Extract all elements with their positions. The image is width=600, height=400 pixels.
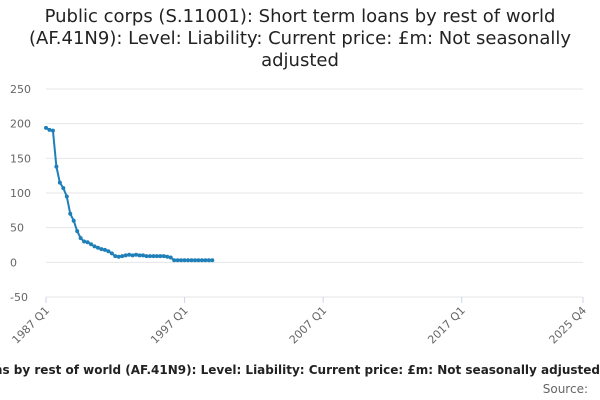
data-point xyxy=(75,229,80,234)
data-point xyxy=(109,251,114,256)
data-point xyxy=(54,164,59,169)
data-point xyxy=(154,254,159,259)
data-point xyxy=(134,252,139,257)
x-tick-label: 2007 Q1 xyxy=(287,304,330,347)
data-point xyxy=(161,254,166,259)
data-point xyxy=(206,258,211,263)
data-point xyxy=(182,258,187,263)
data-point xyxy=(168,255,173,260)
data-point xyxy=(151,254,156,259)
data-point xyxy=(61,186,66,191)
data-point xyxy=(82,239,87,244)
data-point xyxy=(186,258,191,263)
gridlines xyxy=(46,88,583,298)
data-point xyxy=(210,258,215,263)
data-point xyxy=(113,254,118,259)
y-tick-label: 200 xyxy=(10,118,31,131)
data-point xyxy=(64,194,69,199)
data-point xyxy=(144,254,149,259)
series-line xyxy=(45,126,213,262)
data-point xyxy=(165,254,170,259)
data-point xyxy=(189,258,194,263)
y-axis-tick-labels: 250 200 150 100 50 0 -50 xyxy=(10,83,31,304)
chart-title: Public corps (S.11001): Short term loans… xyxy=(28,6,572,71)
x-tick-label: 1987 Q1 xyxy=(10,304,53,347)
x-tick-label: 2025 Q4 xyxy=(547,304,590,347)
data-point xyxy=(175,258,180,263)
y-tick-label: 50 xyxy=(10,222,24,235)
data-point xyxy=(89,242,94,247)
data-point xyxy=(158,254,163,259)
data-point xyxy=(199,258,204,263)
data-point xyxy=(192,258,197,263)
data-point xyxy=(78,236,83,241)
data-point xyxy=(123,253,128,258)
data-point xyxy=(116,254,121,259)
data-point xyxy=(71,218,76,223)
data-point xyxy=(127,252,132,257)
data-point xyxy=(172,258,177,263)
data-point xyxy=(106,249,111,254)
series-line-path xyxy=(45,126,213,262)
data-point xyxy=(44,125,48,130)
x-tick-label: 2017 Q1 xyxy=(425,304,468,347)
data-point xyxy=(141,253,146,258)
data-point xyxy=(95,245,100,250)
data-point xyxy=(120,254,125,259)
data-point xyxy=(102,247,107,252)
data-point xyxy=(137,253,142,258)
data-point xyxy=(179,258,184,263)
data-point xyxy=(130,253,135,258)
legend-label: Public corps (S.11001): Short term loans… xyxy=(0,363,600,377)
data-point xyxy=(99,247,104,252)
data-point xyxy=(85,240,90,245)
y-tick-label: 0 xyxy=(10,256,17,269)
y-tick-label: 100 xyxy=(10,187,31,200)
x-tick-label: 1997 Q1 xyxy=(148,304,191,347)
y-tick-label: -50 xyxy=(10,291,28,304)
y-tick-label: 150 xyxy=(10,152,31,165)
data-point xyxy=(147,254,152,259)
x-axis: 1987 Q1 1997 Q1 2007 Q1 2017 Q1 2025 Q4 xyxy=(10,297,590,347)
data-point xyxy=(57,180,62,185)
y-tick-label: 250 xyxy=(10,83,31,96)
data-point xyxy=(47,127,52,132)
source-label: Source: xyxy=(542,382,588,396)
series-points xyxy=(44,125,215,263)
data-point xyxy=(203,258,208,263)
data-point xyxy=(68,211,73,216)
data-point xyxy=(92,244,97,249)
data-point xyxy=(50,128,55,133)
data-point xyxy=(196,258,201,263)
